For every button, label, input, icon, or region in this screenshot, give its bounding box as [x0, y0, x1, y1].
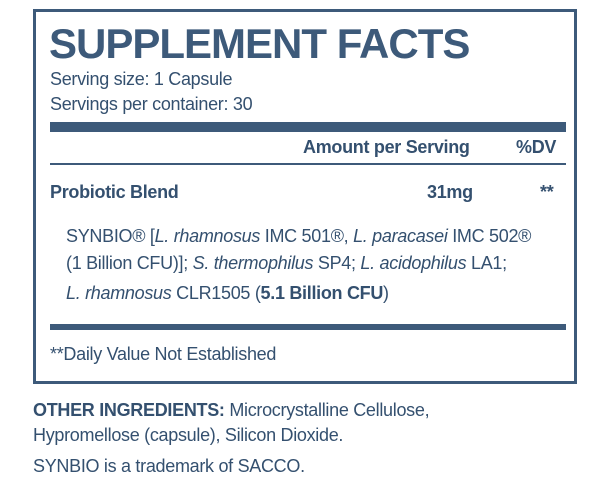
species: S. thermophilus — [192, 253, 314, 273]
text: ) — [383, 283, 389, 303]
heading: OTHER INGREDIENTS: — [33, 400, 225, 420]
blend-amount: 31mg — [427, 182, 473, 202]
ingredients: Microcrystalline Cellulose, Hypromellose… — [33, 400, 430, 445]
text: LA1; — [466, 253, 507, 273]
servings-per-container: Servings per container: 30 — [50, 94, 253, 114]
cfu: 5.1 Billion CFU — [260, 283, 384, 303]
text: SYNBIO® [ — [66, 226, 155, 246]
label-box — [33, 9, 577, 384]
species: L. acidophilus — [360, 253, 467, 273]
species: L. rhamnosus — [154, 226, 261, 246]
footnote: **Daily Value Not Established — [50, 344, 277, 364]
thin-rule — [50, 163, 566, 165]
description-line: L. rhamnosus CLR1505 (5.1 Billion CFU) — [66, 283, 389, 304]
text: SP4; — [313, 253, 361, 273]
dv-header: %DV — [516, 137, 557, 157]
thick-rule — [50, 122, 566, 132]
medium-rule — [50, 324, 566, 330]
blend-name: Probiotic Blend — [50, 182, 179, 202]
serving-size: Serving size: 1 Capsule — [50, 69, 233, 89]
other-ingredients: OTHER INGREDIENTS: Microcrystalline Cell… — [33, 398, 493, 448]
trademark: SYNBIO is a trademark of SACCO. — [33, 456, 305, 476]
text: IMC 502® — [447, 226, 532, 246]
description-line: SYNBIO® [L. rhamnosus IMC 501®, L. parac… — [66, 226, 531, 247]
species: L. rhamnosus — [66, 283, 172, 303]
species: L. paracasei — [353, 226, 448, 246]
amount-header: Amount per Serving — [303, 137, 470, 157]
text: CLR1505 ( — [171, 283, 261, 303]
description-line: (1 Billion CFU)]; S. thermophilus SP4; L… — [66, 253, 507, 274]
text: (1 Billion CFU)]; — [66, 253, 193, 273]
text: IMC 501®, — [260, 226, 354, 246]
blend-dv: ** — [540, 182, 554, 202]
title: SUPPLEMENT FACTS — [49, 20, 470, 67]
